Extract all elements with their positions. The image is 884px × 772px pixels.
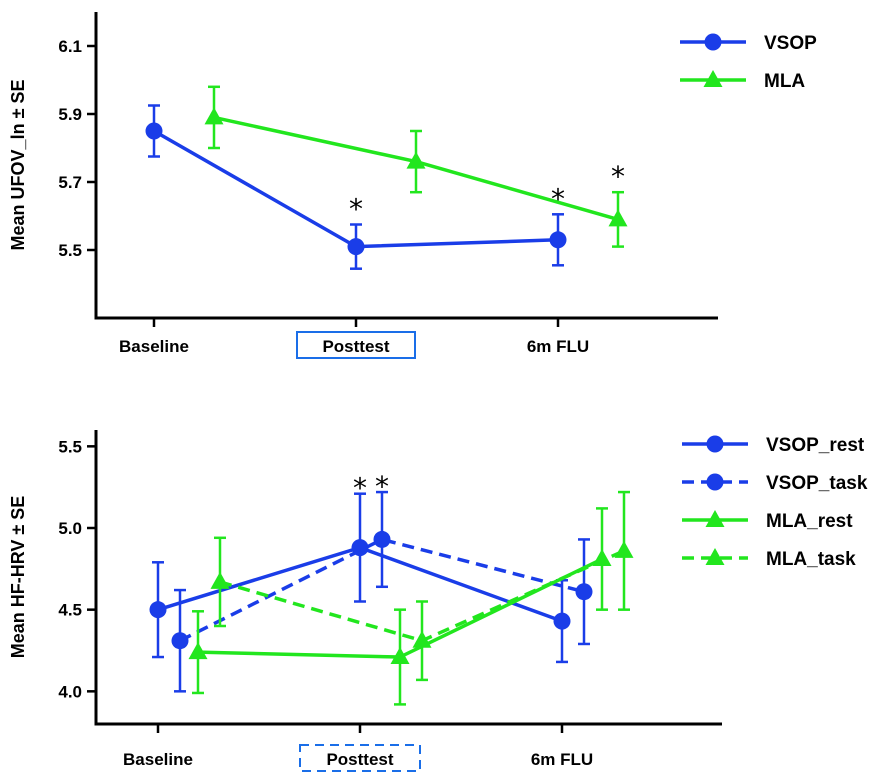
legend-marker xyxy=(704,33,722,51)
y-tick-label: 5.7 xyxy=(58,173,82,192)
y-tick-label: 4.0 xyxy=(58,682,82,701)
y-tick-label: 5.5 xyxy=(58,437,82,456)
series-line xyxy=(179,537,585,643)
series-VSOP_task: * xyxy=(171,470,593,693)
data-point xyxy=(188,642,208,660)
data-point xyxy=(549,231,567,249)
x-tick-label: Baseline xyxy=(119,337,189,356)
legend-marker xyxy=(705,548,725,565)
y-axis-title: Mean HF-HRV ± SE xyxy=(8,496,28,659)
x-tick-label: Posttest xyxy=(326,750,393,769)
highlight-box xyxy=(296,331,416,359)
y-tick-label: 5.9 xyxy=(58,105,82,124)
data-point xyxy=(406,151,426,169)
data-point xyxy=(171,632,189,650)
x-tick-label: 6m FLU xyxy=(527,337,589,356)
x-tick-label: Baseline xyxy=(123,750,193,769)
data-point xyxy=(149,601,167,619)
legend-label: VSOP_rest xyxy=(766,435,865,456)
legend: VSOP_rest VSOP_task MLA_rest MLA_task xyxy=(682,435,868,570)
series-VSOP: * * xyxy=(145,104,567,270)
legend-label: VSOP_task xyxy=(766,473,868,494)
y-tick-label: 5.0 xyxy=(58,519,82,538)
legend-marker xyxy=(703,70,723,87)
significance-marker: * xyxy=(349,193,363,226)
significance-marker: * xyxy=(375,470,389,503)
y-axis-title: Mean UFOV_ln ± SE xyxy=(8,80,28,251)
significance-marker: * xyxy=(353,472,367,505)
data-point xyxy=(614,540,634,558)
data-point xyxy=(608,209,628,227)
y-tick-label: 6.1 xyxy=(58,37,82,56)
y-tick-label: 5.5 xyxy=(58,241,82,260)
x-tick-label: 6m FLU xyxy=(531,750,593,769)
data-point xyxy=(553,612,571,630)
legend: VSOP MLA xyxy=(680,33,817,92)
chart-panel-1: 6.1 5.9 5.7 5.5 Mean UFOV_ln ± SE Baseline Pos… xyxy=(8,12,817,359)
data-point xyxy=(373,530,391,548)
legend-label: MLA_rest xyxy=(766,511,853,532)
data-point xyxy=(412,630,432,648)
data-point xyxy=(390,647,410,665)
legend-marker xyxy=(706,435,724,453)
legend-marker xyxy=(706,473,724,491)
series-MLA_task xyxy=(210,490,634,682)
significance-marker: * xyxy=(551,182,565,215)
data-point xyxy=(204,107,224,125)
data-point xyxy=(210,571,230,589)
significance-marker: * xyxy=(611,160,625,193)
series-VSOP_rest: * xyxy=(149,472,571,664)
highlight-box xyxy=(299,744,421,772)
legend-label: VSOP xyxy=(764,33,817,54)
x-tick-label: Posttest xyxy=(322,337,389,356)
data-point xyxy=(575,583,593,601)
legend-label: MLA xyxy=(764,71,805,92)
data-point xyxy=(347,238,365,256)
chart-panel-2: 5.5 5.0 4.5 4.0 Mean HF-HRV ± SE Baseline Post… xyxy=(8,430,868,772)
series-MLA: * xyxy=(204,85,628,248)
data-point xyxy=(145,122,163,140)
y-tick-label: 4.5 xyxy=(58,601,82,620)
legend-marker xyxy=(705,510,725,527)
legend-label: MLA_task xyxy=(766,549,856,570)
